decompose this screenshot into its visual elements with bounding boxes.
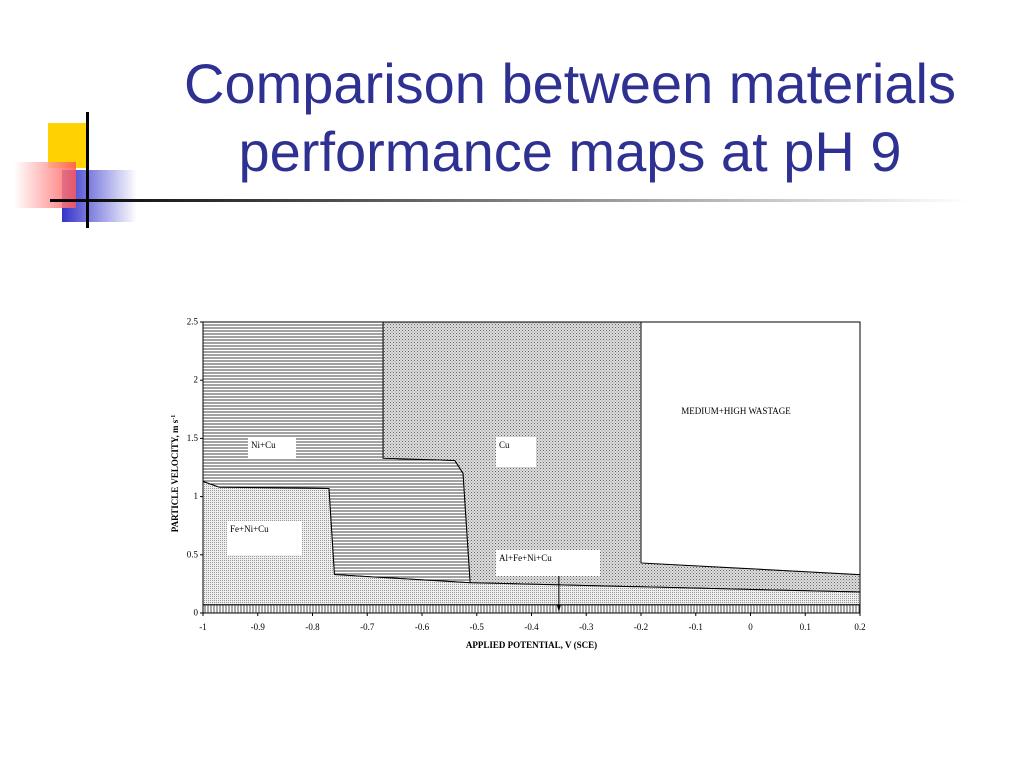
region-label-box <box>496 437 536 467</box>
region <box>640 321 861 576</box>
logo-bar <box>86 112 89 228</box>
x-tick-label: 0.1 <box>800 622 811 632</box>
x-tick-label: -0.2 <box>634 622 648 632</box>
y-tick-label: 1 <box>194 491 199 501</box>
region-label: Al+Fe+Ni+Cu <box>499 553 552 563</box>
title-rule <box>50 199 970 202</box>
x-tick-label: -0.5 <box>470 622 485 632</box>
region-label-box <box>248 437 296 459</box>
y-tick-label: 2.5 <box>187 317 199 327</box>
y-tick-label: 0.5 <box>187 549 199 559</box>
x-tick-label: -0.6 <box>415 622 430 632</box>
x-tick-label: -0.7 <box>360 622 375 632</box>
chart: Ni+Cu Cu Fe+Ni+Cu Al+Fe+Ni+Cu MEDIUM+HIGH WA… <box>170 317 866 651</box>
region-label-box <box>227 521 302 555</box>
x-tick-label: -0.8 <box>305 622 320 632</box>
y-axis-label-superscript: -1 <box>171 415 177 420</box>
y-axis-label-text: PARTICLE VELOCITY, m s <box>170 419 180 532</box>
region-label: Fe+Ni+Cu <box>230 524 269 534</box>
y-tick-label: 0 <box>194 608 199 618</box>
slide-title: Comparison between materials performance… <box>184 52 956 183</box>
x-tick-label: -1 <box>199 622 207 632</box>
x-tick-label: -0.4 <box>524 622 539 632</box>
x-tick-label: -0.9 <box>251 622 266 632</box>
logo-square <box>48 123 88 168</box>
y-tick-label: 2 <box>194 375 199 385</box>
x-tick-label: -0.1 <box>689 622 703 632</box>
x-tick-label: 0 <box>748 622 753 632</box>
y-axis-label: PARTICLE VELOCITY, m s-1 <box>170 415 180 533</box>
region-label-box <box>496 550 600 576</box>
x-axis-label: APPLIED POTENTIAL, V (SCE) <box>466 640 597 650</box>
region-label: MEDIUM+HIGH WASTAGE <box>681 406 791 416</box>
x-tick-label: -0.3 <box>579 622 594 632</box>
y-tick-label: 1.5 <box>187 433 199 443</box>
arrow-head <box>556 605 561 612</box>
region <box>202 604 861 614</box>
region-label: Cu <box>499 440 510 450</box>
x-tick-label: 0.2 <box>854 622 865 632</box>
region-label: Ni+Cu <box>251 440 276 450</box>
